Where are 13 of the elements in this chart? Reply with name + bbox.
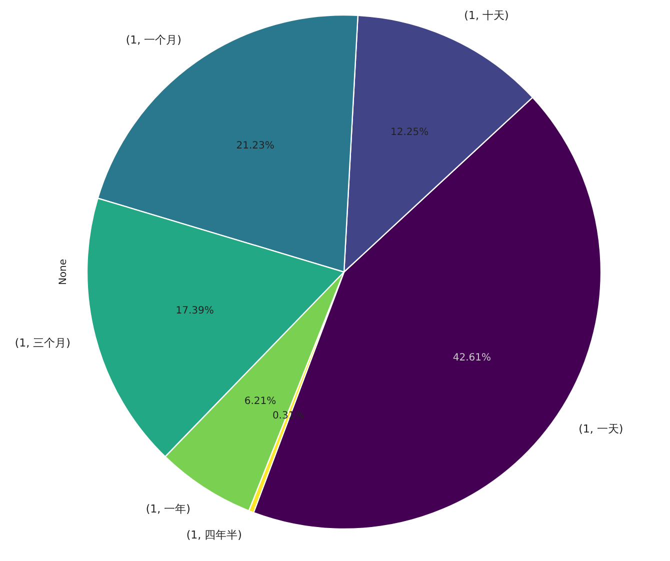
data-label: 0.31% xyxy=(272,410,304,422)
slice-label: (1, 一个月) xyxy=(126,34,182,47)
text: None xyxy=(58,258,69,286)
data-label: 17.39% xyxy=(176,306,214,317)
data-label: 42.61% xyxy=(452,352,492,364)
slice-label: (1, 一年) xyxy=(146,502,190,516)
slice-label: (1, 四年半) xyxy=(186,528,242,542)
data-label: 6.21% xyxy=(244,396,276,408)
slice-label: (1, 十天) xyxy=(464,9,509,22)
slice-label: (1, 一天) xyxy=(578,422,624,436)
slice-label: (1, 三个月) xyxy=(14,336,70,350)
data-label: 12.25% xyxy=(390,127,429,138)
data-label: 21.23% xyxy=(236,140,274,152)
